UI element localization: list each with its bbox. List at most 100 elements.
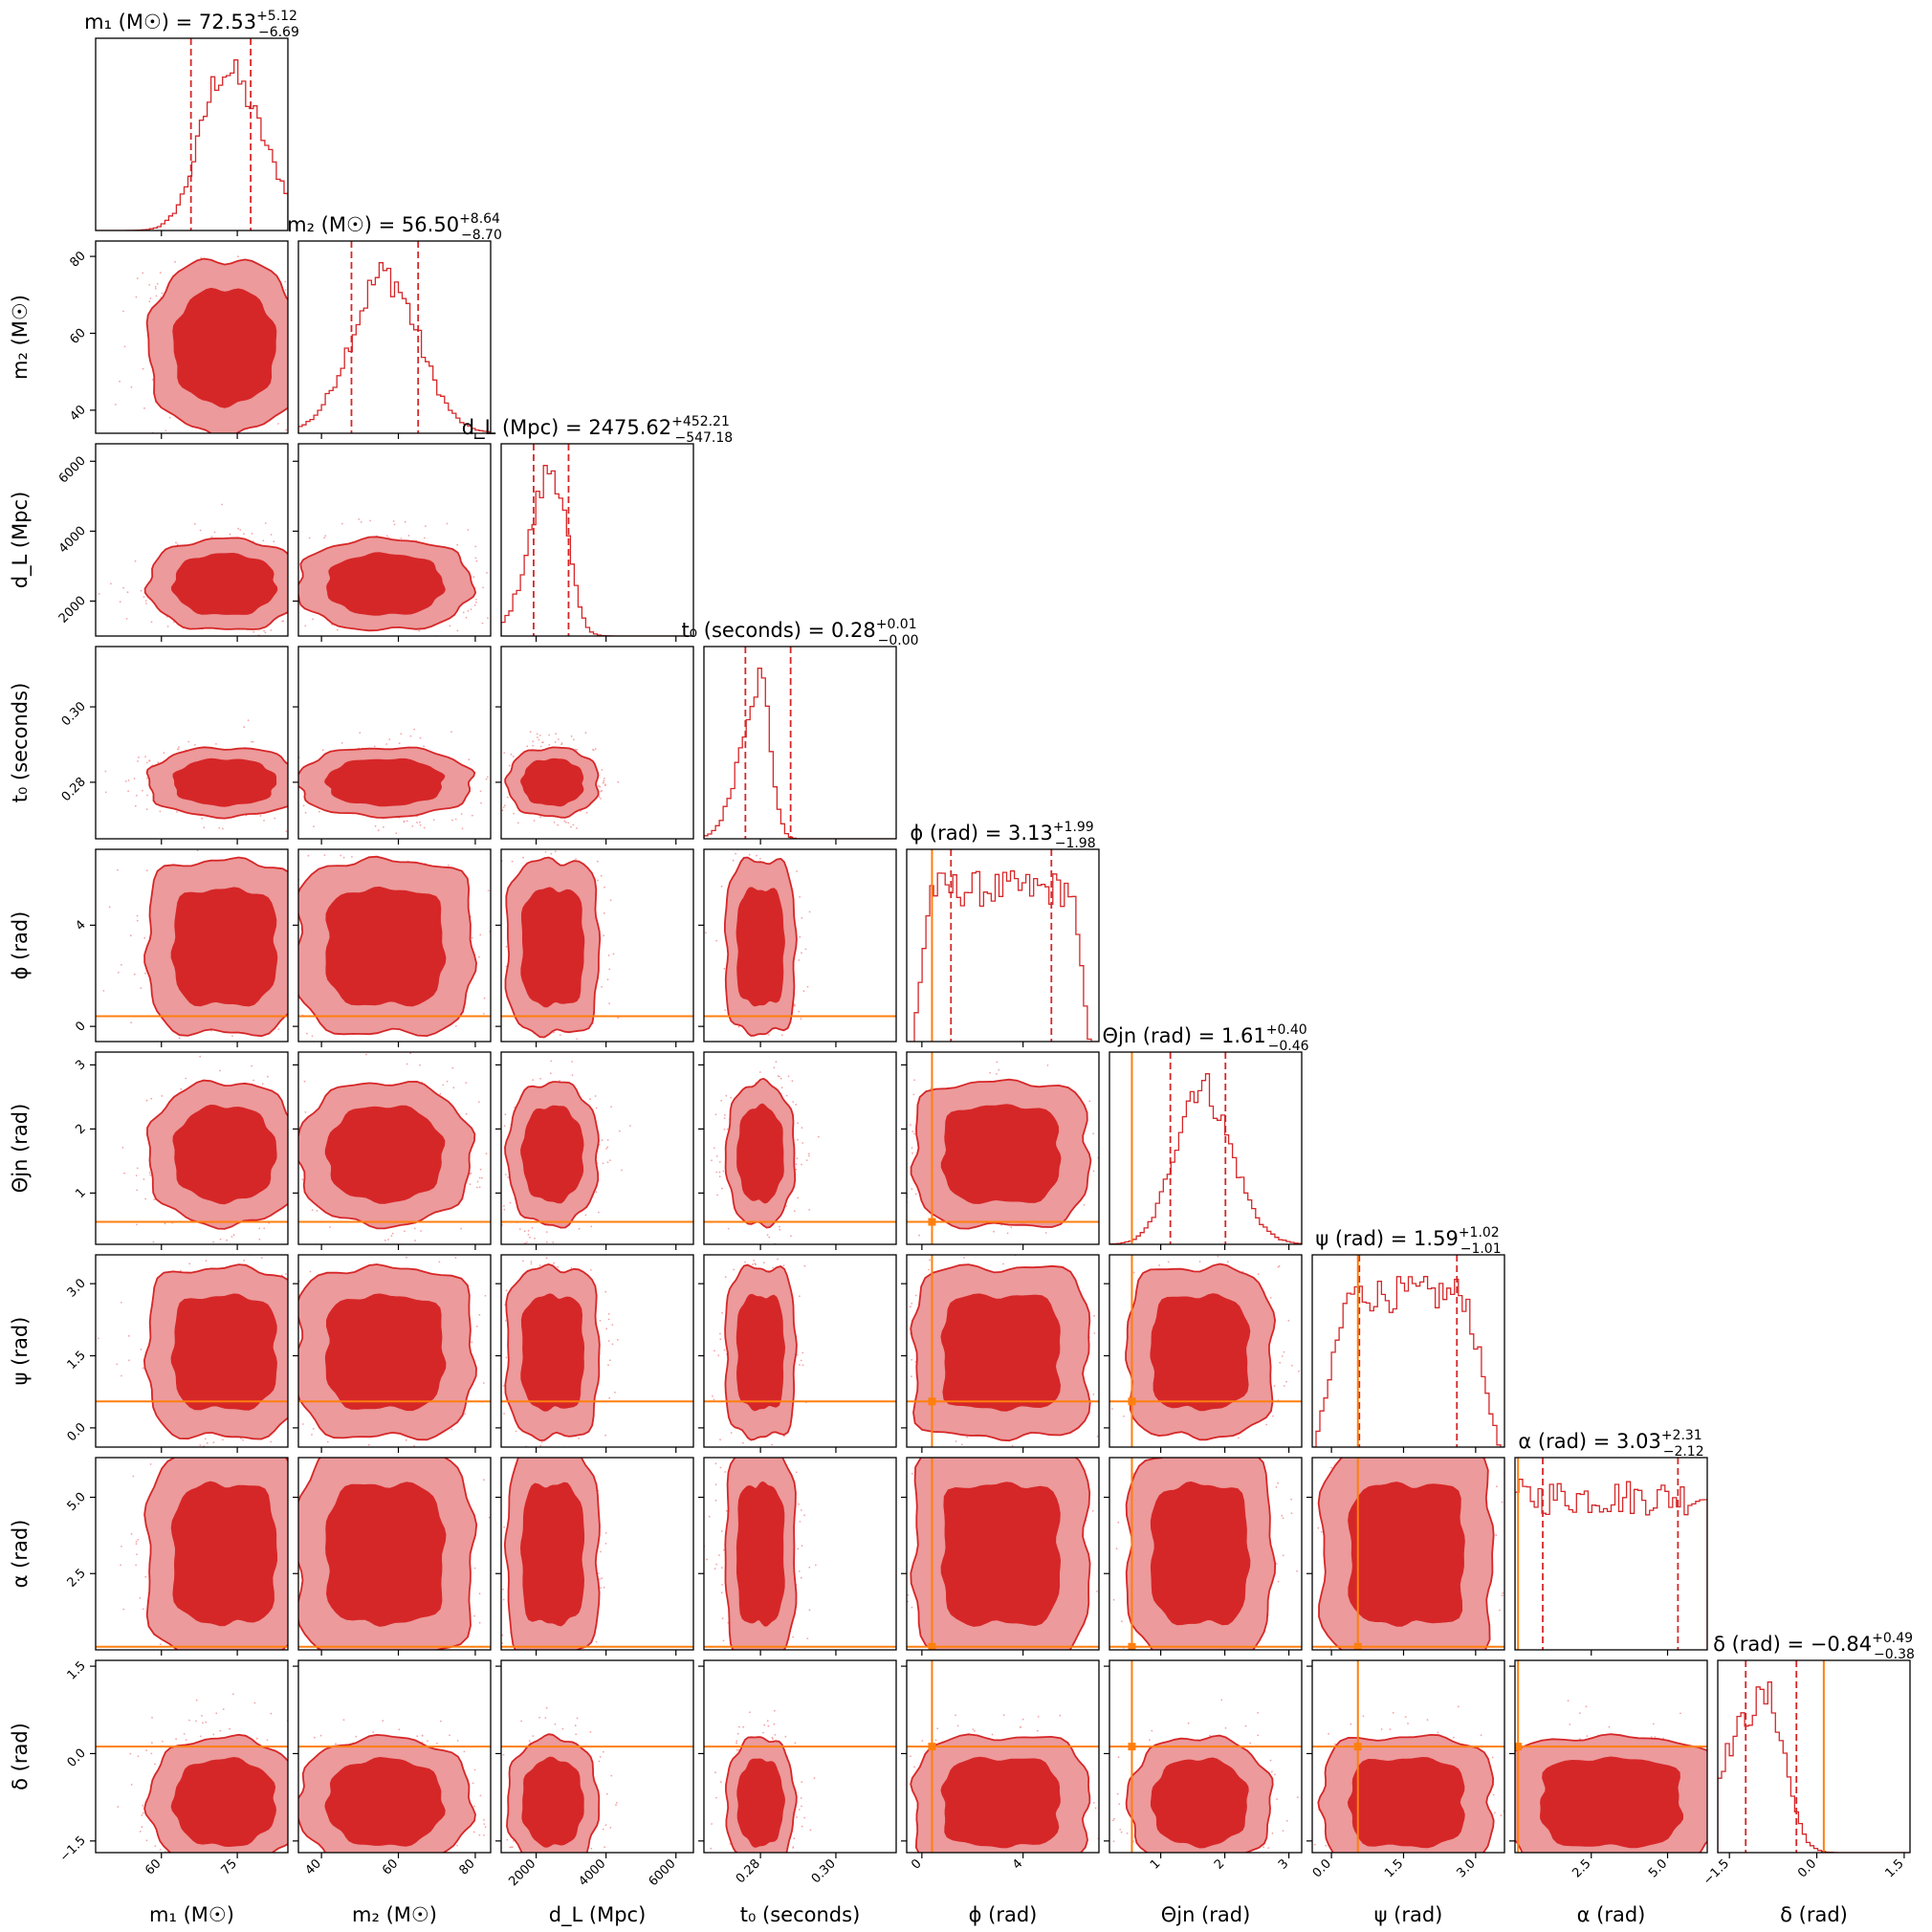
- sample-point: [1122, 1440, 1124, 1442]
- sample-point: [732, 859, 735, 862]
- sample-point: [797, 1548, 800, 1550]
- sample-point: [341, 522, 343, 525]
- contour-inner: [324, 1105, 446, 1204]
- sample-point: [719, 1466, 722, 1469]
- sample-point: [326, 1440, 329, 1443]
- sample-point: [548, 734, 551, 736]
- sample-point: [383, 826, 384, 828]
- sample-point: [290, 753, 292, 755]
- sample-point: [130, 1532, 133, 1535]
- sample-point: [1407, 1723, 1409, 1724]
- sample-point: [554, 741, 557, 743]
- sample-point: [122, 586, 124, 589]
- panel-delta-vs-m2: [294, 1719, 506, 1853]
- title-alpha: α (rad) = 3.03+2.31 −2.12: [1518, 1428, 1703, 1460]
- sample-point: [1282, 1554, 1284, 1557]
- sample-point: [571, 1074, 574, 1076]
- sample-point: [799, 896, 801, 898]
- sample-point: [478, 1186, 481, 1189]
- sample-point: [1385, 1856, 1387, 1858]
- sample-point: [762, 1070, 764, 1072]
- sample-point: [308, 277, 310, 279]
- sample-point: [199, 1444, 202, 1446]
- sample-point: [1554, 1861, 1556, 1863]
- sample-point: [538, 1264, 541, 1266]
- sample-point: [199, 529, 202, 532]
- sample-point: [202, 1722, 204, 1724]
- sample-point: [481, 1559, 483, 1561]
- sample-point: [144, 756, 146, 757]
- sample-point: [141, 1814, 143, 1816]
- sample-point: [294, 1767, 296, 1768]
- sample-point: [793, 1837, 796, 1840]
- y-axis-label-m2: m₂ (M☉): [9, 295, 32, 380]
- sample-point: [308, 537, 311, 539]
- sample-point: [229, 533, 231, 536]
- sample-point: [407, 535, 410, 537]
- sample-point: [119, 380, 121, 383]
- sample-point: [285, 428, 288, 431]
- sample-point: [1059, 1666, 1061, 1668]
- sample-point: [228, 1690, 230, 1692]
- sample-point: [419, 823, 422, 826]
- sample-point: [721, 1311, 723, 1314]
- panel-t0-vs-dL: [501, 731, 620, 829]
- sample-point: [1470, 1691, 1472, 1693]
- sample-point: [296, 260, 298, 262]
- sample-point: [295, 1294, 296, 1296]
- sample-point: [267, 1075, 269, 1078]
- contour-inner: [324, 1293, 447, 1412]
- sample-point: [544, 850, 547, 853]
- sample-point: [1275, 1485, 1278, 1488]
- sample-point: [724, 1276, 727, 1279]
- sample-point: [798, 1809, 801, 1811]
- sample-point: [1333, 1743, 1336, 1745]
- sample-point: [800, 1359, 802, 1362]
- sample-point: [1112, 1819, 1114, 1822]
- sample-point: [479, 1794, 482, 1797]
- sample-point: [290, 867, 292, 868]
- panel-frame: [1109, 1254, 1303, 1448]
- sample-point: [413, 1258, 415, 1260]
- sample-point: [174, 1662, 176, 1664]
- sample-point: [1104, 1331, 1106, 1333]
- sample-point: [550, 1858, 552, 1860]
- sample-point: [471, 1341, 473, 1344]
- sample-point: [798, 1010, 801, 1013]
- sample-point: [1044, 1232, 1047, 1234]
- sample-point: [801, 1351, 804, 1354]
- panel-theta-vs-t0: [704, 1061, 896, 1244]
- sample-point: [403, 820, 406, 823]
- sample-point: [584, 732, 587, 735]
- sample-point: [293, 922, 295, 924]
- sample-point: [1115, 1548, 1118, 1550]
- sample-point: [761, 1673, 763, 1675]
- sample-point: [229, 1886, 231, 1888]
- sample-point: [456, 543, 459, 546]
- sample-point: [307, 625, 309, 626]
- y-tick-label: 2.5: [65, 1566, 89, 1590]
- sample-point: [492, 1773, 494, 1775]
- sample-point: [296, 875, 297, 877]
- sample-point: [1123, 1415, 1125, 1417]
- sample-point: [848, 1325, 850, 1327]
- sample-point: [525, 1241, 528, 1243]
- sample-point: [800, 1576, 802, 1579]
- sample-point: [997, 1038, 999, 1040]
- sample-point: [1261, 1249, 1262, 1251]
- sample-point: [251, 533, 253, 535]
- sample-point: [1419, 1866, 1421, 1868]
- sample-point: [723, 1349, 726, 1351]
- sample-point: [1238, 1437, 1240, 1439]
- sample-point: [504, 1796, 506, 1798]
- sample-point: [287, 1882, 289, 1884]
- sample-point: [582, 1855, 584, 1857]
- sample-point: [1107, 1332, 1109, 1334]
- sample-point: [162, 1740, 164, 1743]
- sample-point: [291, 611, 293, 613]
- sample-point: [1112, 1840, 1115, 1843]
- sample-point: [1733, 1777, 1735, 1779]
- sample-point: [422, 1452, 424, 1454]
- sample-point: [714, 1113, 717, 1116]
- sample-point: [1732, 1783, 1734, 1785]
